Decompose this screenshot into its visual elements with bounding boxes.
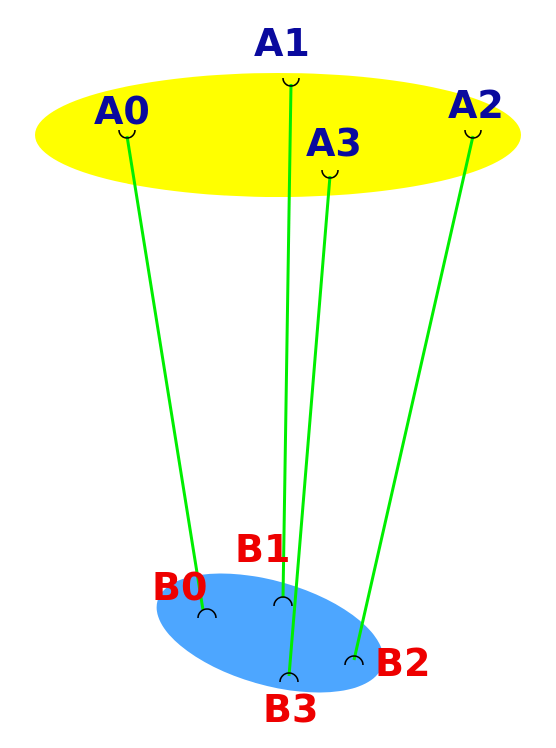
label-b3: B3 bbox=[263, 687, 318, 731]
top-platform bbox=[35, 73, 521, 197]
anchor-b1-hook bbox=[273, 596, 293, 607]
anchor-a0-hook bbox=[118, 129, 136, 139]
label-a1: A1 bbox=[254, 21, 310, 65]
top-anchor-hooks bbox=[118, 77, 482, 179]
label-b1: B1 bbox=[235, 527, 290, 571]
cable-a0-b0 bbox=[125, 135, 205, 611]
cable-a2-b2 bbox=[352, 135, 475, 661]
bottom-anchor-hooks bbox=[197, 596, 364, 683]
label-a3: A3 bbox=[306, 121, 362, 165]
anchor-b3-hook bbox=[279, 672, 299, 683]
anchor-a3-hook bbox=[321, 169, 339, 179]
anchor-b0-hook bbox=[197, 608, 217, 619]
bottom-platform bbox=[156, 573, 384, 693]
anchor-b2-hook bbox=[344, 655, 364, 666]
anchor-a2-hook bbox=[464, 129, 482, 139]
label-a0: A0 bbox=[94, 89, 150, 133]
bottom-point-labels: B0 B1 B2 B3 bbox=[152, 527, 430, 731]
label-a2: A2 bbox=[448, 83, 504, 127]
cables-group bbox=[125, 83, 475, 677]
label-b2: B2 bbox=[375, 641, 430, 685]
cable-a1-b1 bbox=[281, 83, 293, 599]
label-b0: B0 bbox=[152, 565, 207, 609]
anchor-a1-hook bbox=[282, 77, 300, 87]
top-point-labels: A0 A1 A2 A3 bbox=[94, 21, 504, 165]
cable-a3-b3 bbox=[287, 175, 332, 677]
